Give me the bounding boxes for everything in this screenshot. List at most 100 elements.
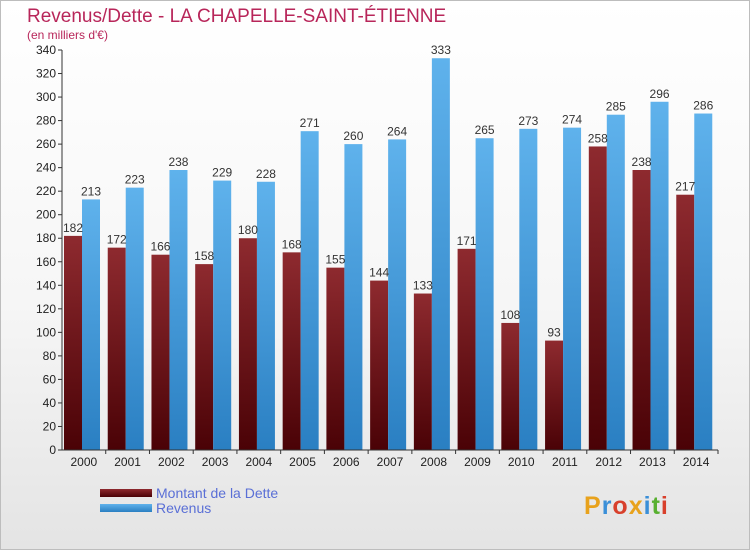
logo-letter: P [584, 492, 602, 520]
bar-debt [64, 235, 82, 450]
bar-revenue [300, 131, 319, 451]
logo-letter: r [601, 492, 613, 520]
bar-debt [107, 247, 126, 450]
data-label-revenue: 229 [212, 166, 232, 180]
chart-subtitle: (en milliers d'€) [27, 28, 108, 42]
data-label-debt: 93 [547, 326, 561, 340]
x-tick-label: 2001 [114, 455, 141, 469]
y-tick-label: 220 [36, 184, 56, 198]
y-tick-label: 200 [36, 208, 56, 222]
bar-debt [151, 254, 170, 450]
bar-revenue [256, 181, 275, 450]
data-label-debt: 108 [500, 308, 520, 322]
labels-group: 182 213 172 223 166 238 158 229 180 228 168 271 155 2… [63, 43, 714, 339]
y-tick-label: 60 [43, 372, 57, 386]
bar-revenue [344, 144, 363, 450]
data-label-revenue: 264 [387, 124, 407, 138]
data-label-debt: 168 [282, 237, 302, 251]
bar-revenue [519, 128, 538, 450]
bar-debt [326, 267, 345, 450]
y-tick-label: 240 [36, 161, 56, 175]
bar-revenue [213, 180, 232, 450]
x-tick-label: 2005 [289, 455, 316, 469]
logo-letter: x [628, 492, 644, 520]
data-label-revenue: 286 [693, 99, 713, 113]
x-tick-label: 2007 [377, 455, 404, 469]
data-label-revenue: 274 [562, 113, 582, 127]
y-tick-label: 320 [36, 67, 56, 81]
bar-revenue [388, 139, 407, 451]
y-tick-label: 280 [36, 114, 56, 128]
data-label-revenue: 273 [518, 114, 538, 128]
bar-revenue [563, 127, 582, 450]
data-label-revenue: 223 [125, 173, 145, 187]
data-label-debt: 133 [413, 279, 433, 293]
bar-debt [676, 194, 695, 450]
data-label-revenue: 333 [431, 43, 451, 57]
y-tick-label: 160 [36, 255, 56, 269]
data-label-debt: 258 [588, 131, 608, 145]
y-tick-label: 260 [36, 137, 56, 151]
data-label-revenue: 265 [475, 123, 495, 137]
bar-debt [545, 340, 564, 450]
bar-revenue [125, 187, 144, 450]
x-tick-label: 2013 [639, 455, 666, 469]
bar-debt [238, 238, 257, 450]
y-tick-label: 140 [36, 278, 56, 292]
y-tick-label: 100 [36, 325, 56, 339]
bar-debt [370, 280, 389, 450]
x-tick-label: 2012 [595, 455, 622, 469]
y-tick-label: 180 [36, 231, 56, 245]
data-label-debt: 166 [150, 240, 170, 254]
bar-revenue [431, 58, 450, 451]
y-tick-label: 20 [43, 419, 57, 433]
y-tick-label: 80 [43, 349, 57, 363]
data-label-debt: 158 [194, 249, 214, 263]
bar-revenue [694, 113, 713, 450]
x-tick-label: 2008 [420, 455, 447, 469]
bars-group [64, 58, 713, 451]
bar-revenue [606, 114, 625, 451]
logo-letter: t [651, 492, 661, 520]
bar-debt [413, 293, 432, 450]
logo-letter: o [612, 492, 629, 520]
y-tick-label: 0 [49, 443, 56, 457]
x-tick-label: 2003 [202, 455, 229, 469]
data-label-revenue: 238 [168, 155, 188, 169]
legend-swatch-revenue [100, 504, 152, 512]
y-tick-label: 120 [36, 302, 56, 316]
data-label-revenue: 271 [300, 116, 320, 130]
data-label-debt: 180 [238, 223, 258, 237]
data-label-revenue: 213 [81, 184, 101, 198]
y-tick-label: 340 [36, 43, 56, 57]
bar-revenue [650, 101, 669, 450]
bar-revenue [82, 199, 100, 450]
data-label-debt: 238 [632, 155, 652, 169]
chart-title: Revenus/Dette - LA CHAPELLE-SAINT-ÉTIENN… [27, 6, 447, 27]
x-tick-label: 2009 [464, 455, 491, 469]
x-tick-label: 2002 [158, 455, 185, 469]
data-label-debt: 171 [457, 234, 477, 248]
x-tick-label: 2010 [508, 455, 535, 469]
legend-label-debt: Montant de la Dette [156, 485, 279, 501]
data-label-debt: 144 [369, 266, 389, 280]
bar-debt [195, 264, 214, 450]
bar-debt [282, 252, 301, 450]
bar-debt [632, 170, 651, 450]
legend-swatch-debt [100, 489, 152, 497]
bar-debt [501, 322, 520, 450]
x-tick-label: 2004 [245, 455, 272, 469]
data-label-debt: 217 [675, 180, 695, 194]
data-label-debt: 172 [107, 233, 127, 247]
data-label-revenue: 296 [650, 87, 670, 101]
data-label-debt: 182 [63, 221, 83, 235]
data-label-revenue: 285 [606, 100, 626, 114]
x-tick-label: 2000 [71, 455, 98, 469]
bar-debt [588, 146, 607, 450]
legend-label-revenue: Revenus [156, 500, 212, 516]
bar-revenue [169, 170, 188, 450]
data-label-debt: 155 [325, 253, 345, 267]
x-tick-label: 2011 [552, 455, 578, 469]
y-tick-label: 300 [36, 90, 56, 104]
